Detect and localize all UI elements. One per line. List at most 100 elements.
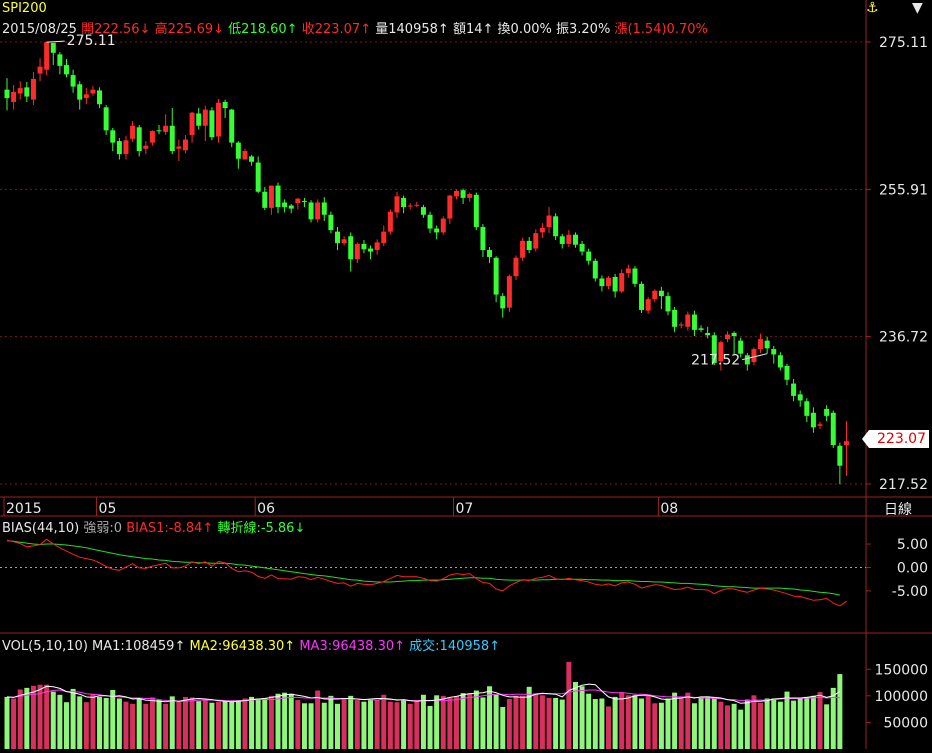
candle (678, 322, 684, 329)
trade-value: 成交:140958 (409, 639, 490, 654)
vol-tick-label: 50000 (883, 715, 928, 731)
volume-bar (837, 674, 843, 749)
volume-bar (321, 702, 327, 749)
candle-body (453, 190, 459, 197)
candle-body (658, 290, 664, 297)
volume-bar (275, 693, 281, 749)
candle (44, 42, 50, 76)
turn-arrow-icon: ↓ (294, 521, 306, 536)
extreme-markers: 275.11 217.52 (46, 33, 768, 369)
candle-body (632, 268, 638, 284)
bias-title: BIAS(44,10) (2, 521, 80, 536)
close-arrow-icon: ↑ (360, 22, 372, 37)
candle-body (196, 113, 202, 126)
candlestick-series[interactable] (4, 42, 849, 485)
volume-bar (262, 697, 268, 749)
volume-bar (63, 702, 69, 749)
candle (420, 204, 426, 218)
candle-body (487, 250, 493, 257)
volume-bar (169, 696, 175, 749)
candle-body (447, 195, 453, 219)
candle-body (216, 102, 222, 137)
volume-bar (506, 699, 512, 749)
volume-bar (328, 695, 334, 749)
candle (361, 240, 367, 254)
volume-bar (4, 696, 10, 749)
candle (467, 192, 473, 202)
ma1-arrow-icon: ↑ (174, 639, 186, 654)
candle-body (407, 205, 413, 207)
bias-header: BIAS(44,10) 強弱:0 BIAS1:-8.84↑ 轉折線:-5.86↓ (2, 517, 305, 536)
candle (216, 98, 222, 143)
candle (37, 58, 43, 82)
candle (30, 72, 36, 106)
amount-arrow-icon: ↑ (482, 22, 494, 37)
candle (810, 407, 816, 433)
candle-body (824, 408, 830, 416)
candle (711, 332, 717, 366)
volume-bar (30, 685, 36, 749)
candle-body (110, 130, 116, 143)
candle-body (738, 340, 744, 354)
bias-series[interactable] (6, 538, 847, 607)
candle (354, 242, 360, 264)
candle-body (546, 215, 552, 228)
candle (249, 154, 255, 166)
candle-body (229, 109, 235, 143)
candle (70, 69, 76, 93)
candle-body (4, 89, 10, 99)
volume-bar (685, 692, 691, 749)
bias1-arrow-icon: ↑ (202, 521, 214, 536)
date-tick-label: 06 (257, 501, 275, 517)
bias1-line (6, 538, 847, 607)
candle-body (645, 299, 651, 311)
volume-bar (533, 693, 539, 749)
volume-bar (268, 695, 274, 749)
volume-bar (90, 694, 96, 749)
volume-bar (487, 686, 493, 749)
candle (843, 421, 849, 476)
candle-body (156, 130, 162, 132)
volume-bar (797, 697, 803, 749)
min-marker-line (742, 353, 768, 361)
volume-bar (427, 705, 433, 749)
candle (242, 148, 248, 160)
candle (698, 325, 704, 333)
candle-body (771, 349, 777, 355)
candle-body (123, 140, 129, 155)
candle-body (539, 227, 545, 233)
candle-body (460, 190, 466, 198)
period-label[interactable]: 日線 (884, 502, 912, 518)
candle-body (843, 441, 849, 446)
volume-bar (136, 697, 142, 749)
candle-body (361, 243, 367, 250)
bias-strength: 強弱:0 (83, 521, 123, 536)
candle-body (249, 156, 255, 162)
price-tick-label: 236.72 (879, 330, 928, 346)
candle (579, 240, 585, 256)
volume-bar (672, 692, 678, 749)
arrow-down-icon[interactable]: ▼ (912, 0, 923, 16)
volume-bar (123, 701, 129, 749)
candle-body (381, 231, 387, 244)
candle-body (810, 412, 816, 428)
anchor-icon[interactable]: ⚓ (866, 0, 879, 16)
volume-bar (341, 699, 347, 749)
volume-bar (678, 697, 684, 749)
candle (572, 232, 578, 248)
candle-body (315, 202, 321, 220)
candle-body (321, 202, 327, 215)
ma3-arrow-icon: ↑ (394, 639, 406, 654)
volume-bar (592, 699, 598, 749)
candle-body (711, 335, 717, 363)
candle-body (282, 202, 288, 208)
volume-bar (368, 700, 374, 749)
candle-body (262, 191, 268, 208)
volume-bar (434, 695, 440, 749)
candle-body (44, 42, 50, 70)
volume-bar (420, 694, 426, 749)
volume-series[interactable] (4, 661, 843, 749)
candle-body (797, 394, 803, 401)
candle (295, 197, 301, 210)
